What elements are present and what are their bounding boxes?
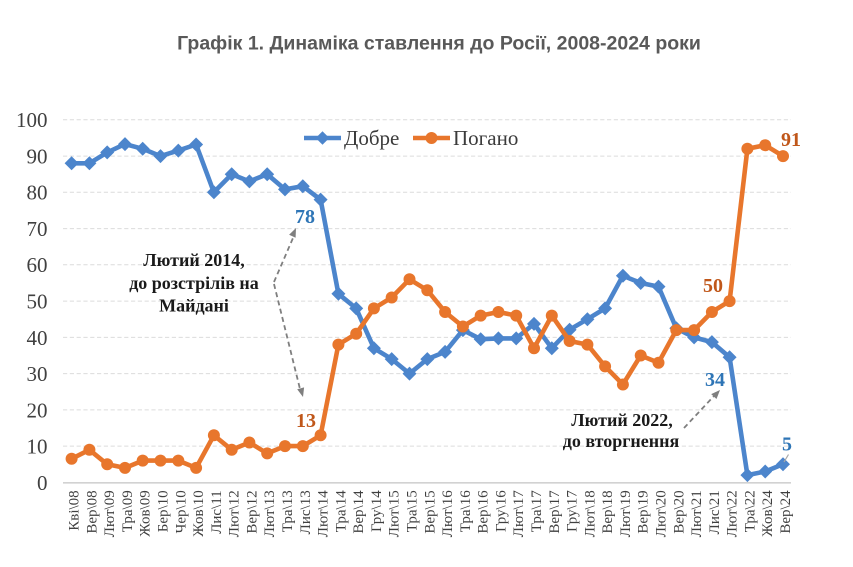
svg-text:Добре: Добре bbox=[344, 126, 399, 150]
svg-text:Вер\18: Вер\18 bbox=[600, 490, 616, 533]
svg-text:80: 80 bbox=[27, 181, 48, 205]
svg-text:5: 5 bbox=[782, 434, 792, 456]
svg-text:13: 13 bbox=[296, 410, 316, 432]
svg-text:Лютий 2014,: Лютий 2014, bbox=[143, 250, 245, 270]
svg-text:Тра\16: Тра\16 bbox=[458, 490, 474, 532]
svg-text:0: 0 bbox=[37, 471, 48, 495]
svg-text:Вер\24: Вер\24 bbox=[778, 490, 794, 534]
svg-text:Лют\12: Лют\12 bbox=[227, 490, 243, 537]
svg-text:Лют\21: Лют\21 bbox=[689, 490, 705, 537]
svg-text:34: 34 bbox=[705, 369, 725, 391]
svg-text:Жов\24: Жов\24 bbox=[760, 490, 776, 537]
svg-text:Вер\12: Вер\12 bbox=[244, 490, 260, 533]
svg-text:Кві\08: Кві\08 bbox=[67, 490, 83, 530]
svg-text:Лют\16: Лют\16 bbox=[440, 490, 456, 537]
svg-text:Погано: Погано bbox=[453, 126, 518, 150]
svg-text:Тра\17: Тра\17 bbox=[529, 490, 545, 532]
svg-text:Тра\14: Тра\14 bbox=[333, 490, 349, 532]
svg-text:Тра\13: Тра\13 bbox=[280, 490, 296, 532]
svg-text:40: 40 bbox=[27, 326, 48, 350]
svg-text:Вер\16: Вер\16 bbox=[476, 490, 492, 534]
svg-text:Вер\08: Вер\08 bbox=[84, 490, 100, 533]
svg-text:Лют\19: Лют\19 bbox=[618, 490, 634, 537]
svg-text:Гру\14: Гру\14 bbox=[369, 490, 385, 532]
svg-text:Лют\22: Лют\22 bbox=[725, 490, 741, 537]
svg-text:20: 20 bbox=[27, 398, 48, 422]
svg-text:70: 70 bbox=[27, 217, 48, 241]
svg-text:Вер\19: Вер\19 bbox=[636, 490, 652, 533]
svg-text:90: 90 bbox=[27, 145, 48, 169]
svg-text:Графік 1. Динаміка ставлення д: Графік 1. Динаміка ставлення до Росії, 2… bbox=[177, 33, 701, 55]
svg-text:Лют\09: Лют\09 bbox=[102, 490, 118, 537]
svg-text:Майдані: Майдані bbox=[159, 296, 229, 316]
svg-text:Лют\15: Лют\15 bbox=[387, 490, 403, 537]
svg-text:Вер\14: Вер\14 bbox=[351, 490, 367, 534]
svg-text:50: 50 bbox=[27, 290, 48, 314]
svg-text:78: 78 bbox=[295, 206, 315, 228]
svg-text:10: 10 bbox=[27, 435, 48, 459]
svg-text:Тра\15: Тра\15 bbox=[405, 490, 421, 532]
svg-text:Чер\10: Чер\10 bbox=[173, 490, 189, 533]
svg-text:Тра\09: Тра\09 bbox=[120, 490, 136, 532]
svg-text:Жов\09: Жов\09 bbox=[138, 490, 154, 536]
svg-text:Тра\22: Тра\22 bbox=[742, 490, 758, 532]
svg-text:91: 91 bbox=[781, 129, 801, 151]
svg-text:до вторгнення: до вторгнення bbox=[563, 431, 680, 451]
svg-text:Вер\20: Вер\20 bbox=[671, 490, 687, 533]
svg-text:Гру\17: Гру\17 bbox=[565, 490, 581, 532]
svg-text:Лис\11: Лис\11 bbox=[209, 490, 225, 533]
svg-text:50: 50 bbox=[703, 275, 723, 297]
svg-text:Лис\13: Лис\13 bbox=[298, 490, 314, 534]
svg-text:Бер\10: Бер\10 bbox=[156, 490, 172, 532]
svg-text:Лют\13: Лют\13 bbox=[262, 490, 278, 537]
svg-text:Лют\14: Лют\14 bbox=[316, 490, 332, 537]
svg-text:Лютий 2022,: Лютий 2022, bbox=[571, 410, 673, 430]
svg-text:60: 60 bbox=[27, 253, 48, 277]
svg-text:100: 100 bbox=[16, 108, 48, 132]
svg-text:Гру\16: Гру\16 bbox=[493, 490, 509, 532]
svg-text:Вер\17: Вер\17 bbox=[547, 490, 563, 534]
svg-text:Лют\17: Лют\17 bbox=[511, 490, 527, 537]
svg-text:30: 30 bbox=[27, 362, 48, 386]
svg-text:Лют\20: Лют\20 bbox=[654, 490, 670, 537]
svg-text:до розстрілів на: до розстрілів на bbox=[129, 273, 259, 293]
svg-text:Вер\15: Вер\15 bbox=[422, 490, 438, 533]
svg-text:Лис\21: Лис\21 bbox=[707, 490, 723, 534]
svg-text:Жов\10: Жов\10 bbox=[191, 490, 207, 536]
svg-text:Лют\18: Лют\18 bbox=[582, 490, 598, 537]
